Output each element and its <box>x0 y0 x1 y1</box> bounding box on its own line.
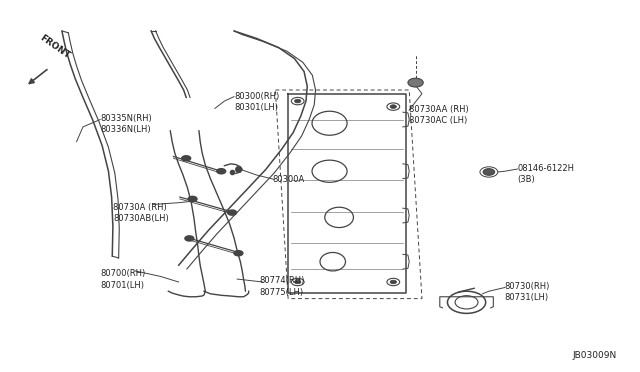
Text: 80700(RH)
80701(LH): 80700(RH) 80701(LH) <box>100 269 145 289</box>
Text: 80300A: 80300A <box>272 175 305 184</box>
Circle shape <box>390 280 396 284</box>
Circle shape <box>294 280 301 284</box>
Circle shape <box>483 169 495 175</box>
Circle shape <box>234 251 243 256</box>
Circle shape <box>217 169 226 174</box>
Circle shape <box>228 210 237 215</box>
Text: 08146-6122H
(3B): 08146-6122H (3B) <box>518 164 575 184</box>
Text: 80730(RH)
80731(LH): 80730(RH) 80731(LH) <box>505 282 550 302</box>
Text: JB03009N: JB03009N <box>572 350 616 359</box>
Circle shape <box>408 78 423 87</box>
Text: 80774(RH)
80775(LH): 80774(RH) 80775(LH) <box>259 276 305 297</box>
Text: 80730AA (RH)
80730AC (LH): 80730AA (RH) 80730AC (LH) <box>409 105 469 125</box>
Circle shape <box>182 156 191 161</box>
Text: 80335N(RH)
80336N(LH): 80335N(RH) 80336N(LH) <box>100 114 152 134</box>
Circle shape <box>185 236 194 241</box>
Text: 80730A (RH)
80730AB(LH): 80730A (RH) 80730AB(LH) <box>113 203 169 223</box>
Text: FRONT: FRONT <box>38 33 72 61</box>
Circle shape <box>188 196 197 202</box>
Circle shape <box>294 99 301 103</box>
Text: 80300(RH)
80301(LH): 80300(RH) 80301(LH) <box>234 92 279 112</box>
Circle shape <box>390 105 396 109</box>
